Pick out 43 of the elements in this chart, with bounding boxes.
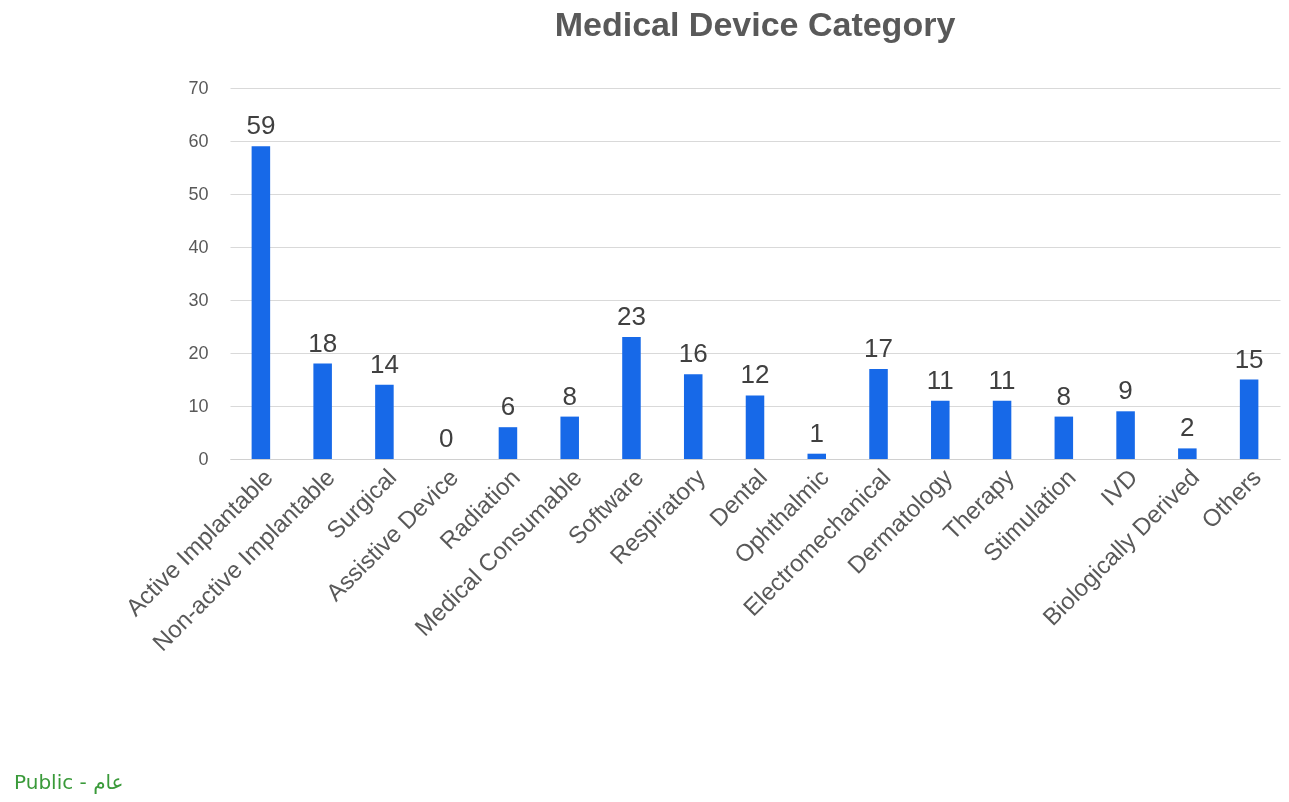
bar <box>498 427 518 459</box>
text: Public - عام <box>14 770 124 794</box>
data-label: 23 <box>617 301 646 332</box>
bar <box>622 337 641 459</box>
bar <box>807 453 827 459</box>
bar <box>992 400 1012 459</box>
bar <box>375 384 394 459</box>
bar <box>313 363 332 459</box>
data-label: 8 <box>562 380 577 411</box>
data-label: 1 <box>809 417 824 448</box>
data-label: 9 <box>1118 375 1133 406</box>
data-label: 11 <box>926 364 954 395</box>
y-tick-label: 0 <box>198 448 209 469</box>
data-label: 0 <box>438 423 454 453</box>
data-label: 8 <box>1056 380 1072 411</box>
y-tick-label: 20 <box>188 342 209 363</box>
chart-title: Medical Device Category <box>554 5 956 43</box>
bar <box>1178 448 1197 459</box>
data-label: 15 <box>1234 343 1264 374</box>
data-label: 59 <box>246 110 276 141</box>
data-label: 6 <box>500 391 516 422</box>
data-label: 11 <box>988 364 1016 395</box>
bar <box>560 416 579 459</box>
data-label: 14 <box>369 348 399 379</box>
data-label: 17 <box>864 332 893 363</box>
bar <box>251 146 271 459</box>
bar <box>931 400 950 459</box>
bar <box>745 395 765 459</box>
y-tick-label: 40 <box>188 236 209 257</box>
bar <box>1054 416 1074 459</box>
y-tick-label: 60 <box>188 130 209 151</box>
y-tick-label: 30 <box>188 289 209 310</box>
bar <box>1239 379 1259 459</box>
data-label: 2 <box>1180 412 1195 443</box>
data-label: 18 <box>308 327 338 358</box>
data-label: 12 <box>740 359 770 390</box>
y-tick-label: 50 <box>188 183 209 204</box>
y-tick-label: 10 <box>188 395 209 416</box>
bar <box>869 368 888 459</box>
bar <box>1116 411 1135 459</box>
data-label: 16 <box>678 338 708 369</box>
y-tick-label: 70 <box>188 77 209 98</box>
bar <box>683 374 703 459</box>
